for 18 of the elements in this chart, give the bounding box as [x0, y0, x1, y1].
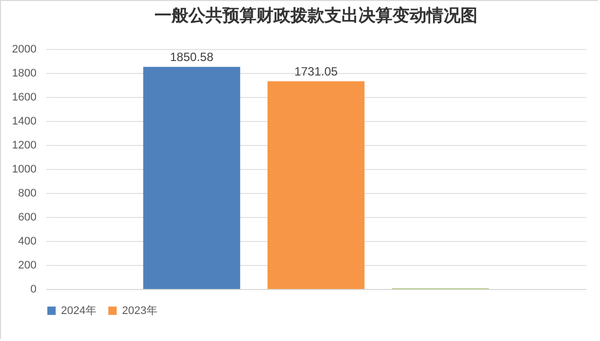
legend-label: 2024年 [61, 304, 96, 317]
y-tick-label: 1200 [12, 140, 36, 152]
y-tick-label: 800 [18, 188, 36, 200]
data-label: 1731.05 [294, 64, 338, 78]
y-tick-label: 400 [18, 236, 36, 248]
y-tick-label: 200 [18, 260, 36, 272]
legend-label: 2023年 [122, 304, 158, 317]
y-tick-label: 1400 [12, 116, 36, 128]
y-tick-label: 1800 [12, 68, 36, 80]
bar [268, 81, 364, 289]
data-label: 1850.58 [170, 50, 214, 64]
y-tick-label: 1600 [12, 92, 36, 104]
chart-title: 一般公共预算财政拨款支出决算变动情况图 [154, 6, 478, 26]
y-tick-label: 600 [18, 212, 36, 224]
y-tick-label: 0 [30, 284, 36, 296]
bar [143, 66, 240, 289]
y-tick-label: 2000 [12, 44, 36, 56]
y-tick-label: 1000 [12, 164, 36, 176]
